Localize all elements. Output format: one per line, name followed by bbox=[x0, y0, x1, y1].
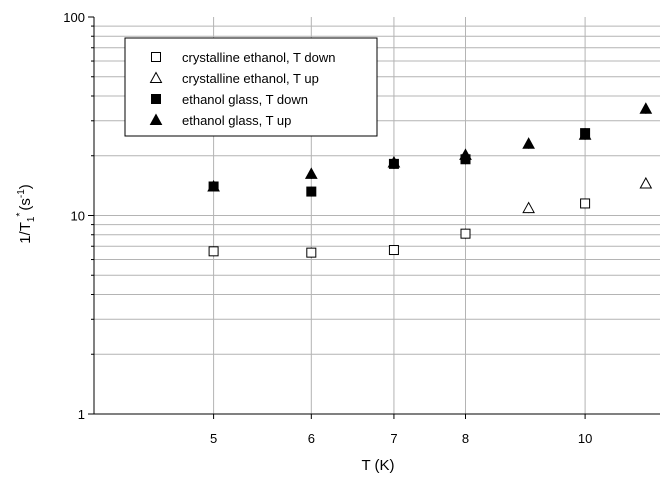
data-point-series-2 bbox=[639, 176, 653, 189]
data-point-series-1 bbox=[460, 228, 471, 239]
legend-marker bbox=[151, 52, 161, 62]
legend-label: ethanol glass, T up bbox=[182, 113, 291, 128]
legend: crystalline ethanol, T down crystalline e… bbox=[124, 37, 378, 137]
legend-label: crystalline ethanol, T down bbox=[182, 50, 335, 65]
data-point-series-1 bbox=[388, 245, 399, 256]
y-axis-title-rest: (s bbox=[17, 198, 34, 211]
legend-box bbox=[124, 37, 378, 137]
data-point-series-1 bbox=[208, 246, 219, 257]
legend-marker bbox=[149, 113, 163, 125]
data-point-series-1 bbox=[580, 198, 591, 209]
legend-entries: crystalline ethanol, T down crystalline e… bbox=[149, 50, 335, 128]
data-point-series-1 bbox=[306, 247, 317, 258]
y-tick-label: 1 bbox=[78, 407, 85, 422]
data-point-series-4 bbox=[522, 137, 535, 149]
x-axis-title: T (K) bbox=[361, 457, 394, 474]
x-tick-label: 6 bbox=[308, 431, 315, 446]
data-point-series-2 bbox=[522, 201, 535, 214]
data-point-series-4 bbox=[639, 102, 653, 114]
y-tick-label: 10 bbox=[71, 209, 85, 224]
data-point-series-4 bbox=[207, 179, 220, 192]
x-tick-label: 7 bbox=[390, 431, 397, 446]
y-axis-title: 1/T1* (s-1) bbox=[15, 184, 37, 244]
legend-marker bbox=[151, 94, 161, 104]
points-layer bbox=[207, 102, 653, 258]
y-axis-title-sup: * bbox=[15, 213, 26, 217]
data-point-series-4 bbox=[387, 155, 401, 168]
legend-label: ethanol glass, T down bbox=[182, 92, 308, 107]
ticks-layer: 1 10 100 5 6 7 8 10 bbox=[63, 10, 592, 446]
x-tick-label: 10 bbox=[578, 431, 592, 446]
y-axis-title-close: ) bbox=[17, 184, 34, 189]
x-tick-label: 8 bbox=[462, 431, 469, 446]
data-point-series-4 bbox=[459, 148, 472, 160]
legend-label: crystalline ethanol, T up bbox=[182, 71, 319, 86]
data-point-series-4 bbox=[304, 167, 318, 179]
y-axis-title-unit-sup: -1 bbox=[16, 189, 27, 198]
y-tick-label: 100 bbox=[63, 10, 85, 25]
y-axis-title-sub: 1 bbox=[26, 216, 37, 222]
data-point-series-4 bbox=[578, 128, 592, 140]
data-point-series-3 bbox=[306, 186, 317, 197]
legend-marker bbox=[149, 71, 163, 83]
y-axis-title-main: 1/T bbox=[17, 222, 34, 244]
x-tick-label: 5 bbox=[210, 431, 217, 446]
